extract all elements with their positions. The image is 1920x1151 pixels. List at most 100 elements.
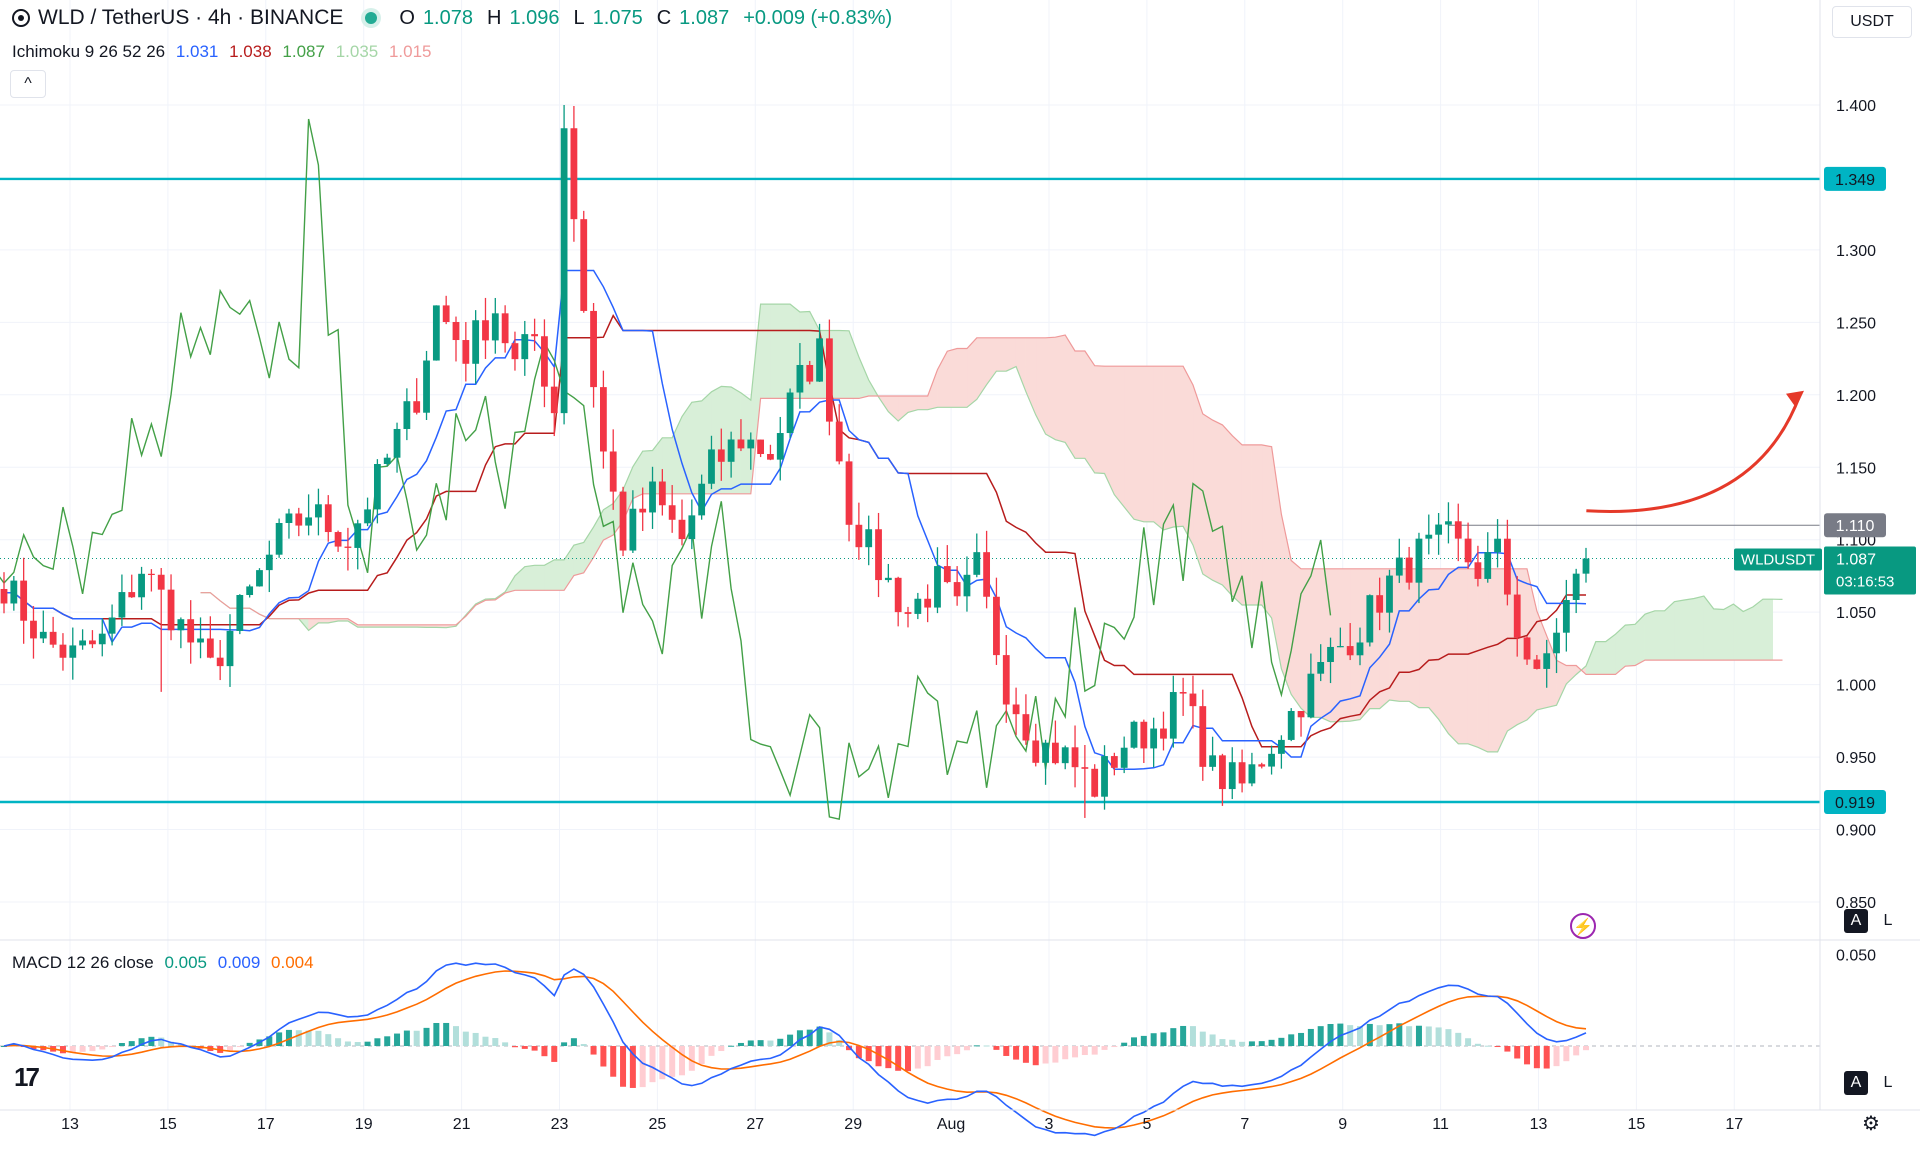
- macd-histogram-bar: [1003, 1046, 1010, 1056]
- projection-arrowhead: [1786, 390, 1804, 408]
- settings-gear-icon[interactable]: ⚙: [1862, 1113, 1880, 1135]
- macd-histogram-bar: [679, 1046, 685, 1076]
- macd-histogram-bar: [1386, 1024, 1393, 1047]
- candle-body: [1110, 756, 1118, 768]
- macd-histogram-bar: [787, 1034, 794, 1047]
- symbol-title[interactable]: WLD / TetherUS · 4h · BINANCE: [38, 6, 344, 29]
- candle-body: [1268, 753, 1275, 767]
- macd-histogram-bar: [364, 1041, 371, 1047]
- macd-histogram-bar: [688, 1046, 695, 1071]
- candle-body: [79, 640, 87, 646]
- macd-histogram-bar: [1160, 1032, 1167, 1047]
- candle-body: [531, 334, 539, 337]
- macd-histogram-bar: [659, 1046, 666, 1080]
- macd-histogram-bar: [914, 1046, 921, 1069]
- tradingview-logo[interactable]: 17: [14, 1062, 40, 1092]
- macd-histogram-bar: [600, 1046, 607, 1067]
- candle-body: [462, 340, 470, 364]
- cloud-segment: [1281, 514, 1292, 695]
- candle-body: [1425, 534, 1433, 539]
- macd-histogram-bar: [1140, 1035, 1147, 1047]
- candle-body: [364, 509, 371, 524]
- cloud-segment: [1084, 350, 1095, 474]
- candle-body: [884, 577, 892, 581]
- auto-scale-button[interactable]: A: [1844, 909, 1868, 933]
- candle-body: [541, 336, 548, 387]
- candle-body: [1562, 599, 1570, 633]
- cloud-segment: [1723, 603, 1734, 661]
- macd-legend[interactable]: MACD 12 26 close 0.005 0.009 0.004: [12, 953, 320, 973]
- candle-body: [413, 401, 421, 413]
- cloud-segment: [976, 337, 987, 401]
- macd-histogram-bar: [1189, 1026, 1196, 1047]
- candle-body: [1081, 767, 1089, 769]
- candle-body: [334, 532, 342, 547]
- price-tick-label: 1.050: [1836, 605, 1876, 622]
- currency-button[interactable]: USDT: [1832, 6, 1912, 38]
- macd-histogram-bar: [1357, 1026, 1363, 1047]
- time-tick-label: 23: [551, 1116, 569, 1133]
- cloud-segment: [1703, 595, 1715, 661]
- macd-histogram-bar: [885, 1046, 892, 1069]
- lightning-icon[interactable]: ⚡: [1570, 913, 1596, 939]
- macd-histogram-bar: [1484, 1045, 1491, 1047]
- low-label: L: [573, 6, 585, 29]
- cloud-segment: [1173, 365, 1184, 528]
- candle-body: [688, 515, 696, 540]
- log-scale-button[interactable]: L: [1876, 909, 1900, 933]
- candle-body: [1287, 711, 1295, 740]
- candle-body: [619, 491, 627, 551]
- candle-body: [1307, 673, 1315, 718]
- macd-label: MACD 12 26 close: [12, 953, 154, 972]
- macd-histogram-bar: [1524, 1046, 1531, 1065]
- candle-body: [678, 519, 686, 540]
- macd-histogram-bar: [413, 1030, 420, 1047]
- candle-body: [1071, 747, 1079, 768]
- candle-body: [1179, 692, 1187, 694]
- macd-auto-scale-button[interactable]: A: [1844, 1071, 1868, 1095]
- candle-body: [1553, 632, 1560, 654]
- macd-histogram-bar: [1121, 1042, 1128, 1047]
- macd-histogram-bar: [1504, 1046, 1511, 1052]
- ichimoku-spana-value: 1.035: [335, 42, 379, 61]
- macd-histogram-bar: [276, 1032, 283, 1047]
- candle-body: [855, 524, 863, 548]
- candle-body: [708, 449, 715, 484]
- candle-body: [943, 566, 951, 583]
- macd-histogram-bar: [1111, 1046, 1118, 1048]
- ichimoku-legend[interactable]: Ichimoku 9 26 52 26 1.031 1.038 1.087 1.…: [12, 42, 438, 62]
- macd-histogram-bar: [865, 1046, 872, 1062]
- candle-body: [835, 421, 843, 462]
- cloud-segment: [927, 369, 938, 411]
- candle-body: [1582, 558, 1590, 574]
- macd-histogram-bar: [354, 1042, 361, 1047]
- macd-log-scale-button[interactable]: L: [1876, 1071, 1900, 1095]
- macd-histogram-bar: [934, 1046, 941, 1060]
- time-tick-label: 5: [1142, 1116, 1151, 1133]
- span-a-line: [200, 303, 1783, 753]
- macd-histogram-bar: [1062, 1046, 1069, 1060]
- candle-body: [609, 451, 617, 492]
- macd-histogram-bar: [1013, 1046, 1020, 1060]
- macd-histogram-bar: [502, 1042, 509, 1047]
- collapse-legend-button[interactable]: ^: [10, 70, 46, 98]
- macd-histogram-bar: [1229, 1039, 1236, 1047]
- candle-body: [59, 644, 67, 658]
- candle-body: [717, 449, 725, 462]
- cloud-segment: [593, 508, 604, 559]
- candle-body: [1189, 693, 1197, 707]
- macd-histogram-bar: [1091, 1046, 1098, 1055]
- cloud-segment: [1418, 568, 1430, 708]
- candle-body: [305, 517, 313, 526]
- cloud-segment: [1123, 365, 1135, 521]
- macd-histogram-bar: [305, 1030, 312, 1047]
- candle-body: [845, 461, 853, 525]
- macd-histogram-bar: [826, 1032, 833, 1047]
- candle-body: [983, 552, 991, 597]
- candle-body: [1513, 594, 1521, 638]
- candle-body: [599, 387, 607, 452]
- cloud-segment: [1212, 419, 1223, 586]
- candle-body: [39, 631, 47, 639]
- macd-histogram-bar: [816, 1026, 823, 1047]
